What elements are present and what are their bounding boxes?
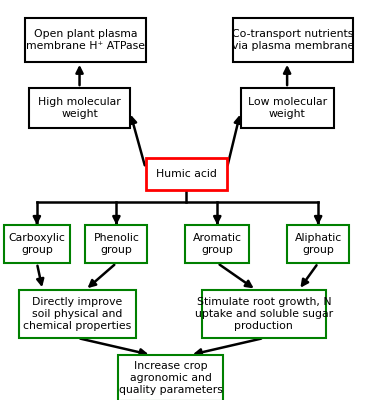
Text: Stimulate root growth, N
uptake and soluble sugar
production: Stimulate root growth, N uptake and solu… [195,298,333,330]
Text: Aliphatic
group: Aliphatic group [294,233,342,255]
FancyBboxPatch shape [118,355,223,400]
FancyBboxPatch shape [287,225,349,263]
Text: Open plant plasma
membrane H⁺ ATPase: Open plant plasma membrane H⁺ ATPase [26,29,145,51]
Text: Aromatic
group: Aromatic group [193,233,242,255]
FancyBboxPatch shape [4,225,70,263]
FancyBboxPatch shape [233,18,353,62]
Text: High molecular
weight: High molecular weight [38,97,121,119]
Text: Increase crop
agronomic and
quality parameters: Increase crop agronomic and quality para… [119,362,223,394]
Text: Humic acid: Humic acid [156,169,217,179]
Text: Directly improve
soil physical and
chemical properties: Directly improve soil physical and chemi… [24,298,132,330]
FancyBboxPatch shape [241,88,334,128]
Text: Carboxylic
group: Carboxylic group [9,233,65,255]
Text: Low molecular
weight: Low molecular weight [248,97,327,119]
FancyBboxPatch shape [85,225,147,263]
FancyBboxPatch shape [19,290,136,338]
FancyBboxPatch shape [29,88,130,128]
Text: Phenolic
group: Phenolic group [94,233,139,255]
Text: Co-transport nutrients
via plasma membrane: Co-transport nutrients via plasma membra… [232,29,354,51]
FancyBboxPatch shape [202,290,326,338]
FancyBboxPatch shape [146,158,227,190]
FancyBboxPatch shape [185,225,249,263]
FancyBboxPatch shape [25,18,146,62]
